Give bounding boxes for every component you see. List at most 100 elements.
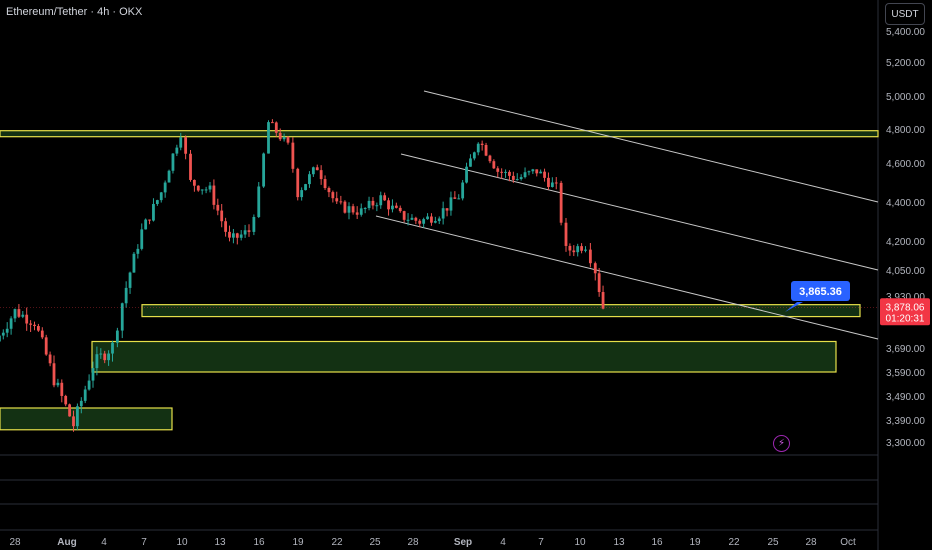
candle-body [519,177,523,180]
x-tick-label: 16 [651,537,663,548]
annotation-pointer [785,302,803,312]
zone-rect [141,304,861,318]
currency-button[interactable]: USDT [885,3,925,25]
x-tick-label: 10 [176,537,188,548]
y-tick-label: 5,200.00 [886,58,925,69]
candle-body [136,248,140,254]
candle-body [492,161,496,169]
candle-body [476,143,480,153]
lightning-bolt-icon[interactable]: ⚡ [773,435,790,452]
candle-body [351,206,355,213]
candle-body [247,230,251,232]
candle-body [414,217,418,221]
candle-body [1,332,5,336]
candle-body [216,204,220,211]
x-tick-label: Aug [57,537,76,548]
candle-body [572,250,576,253]
candle-body [531,169,535,172]
x-tick-label: 25 [767,537,779,548]
y-tick-label: 4,050.00 [886,266,925,277]
x-tick-label: 19 [292,537,304,548]
candle-body [9,318,13,329]
candle-body [179,137,183,148]
candle-body [449,197,453,211]
candle-body [228,231,231,238]
candle-body [580,246,583,251]
candle-body [453,197,457,199]
candle-body [40,330,44,338]
candle-body [155,200,159,204]
candle-body [152,203,155,221]
candle-body [418,220,422,224]
candle-body [128,272,132,288]
candle-body [257,186,261,217]
candle-body [550,182,554,187]
candle-body [163,182,167,193]
candle-body [383,195,387,201]
candle-body [437,218,441,222]
x-tick-label: 4 [101,537,107,548]
candle-body [308,174,311,185]
x-tick-label: 28 [407,537,419,548]
x-tick-label: 28 [805,537,817,548]
candle-body [597,273,601,293]
candle-body [327,188,331,193]
candle-body [212,185,216,205]
candle-body [111,342,114,354]
candle-body [87,380,91,390]
candle-body [371,200,375,206]
y-tick-label: 3,690.00 [886,344,925,355]
candle-body [331,192,335,199]
candle-body [535,169,539,174]
candle-body [564,222,568,246]
y-tick-label: 4,400.00 [886,198,925,209]
x-tick-label: 22 [728,537,740,548]
candle-body [367,200,371,209]
candle-body [300,190,304,198]
candle-body [124,287,128,304]
y-tick-label: 5,400.00 [886,27,925,38]
x-tick-label: Oct [840,537,856,548]
candle-body [232,233,235,238]
candle-body [402,211,406,220]
x-tick-label: 22 [331,537,343,548]
candle-body [120,303,124,331]
candle-body [68,404,71,417]
candle-body [319,170,323,180]
current-price-value: 3,878.06 [886,302,925,313]
candle-body [132,253,136,273]
x-tick-label: 7 [538,537,544,548]
annotation-label: 3,865.36 [799,286,842,298]
candle-body [171,153,175,171]
candle-body [523,172,527,178]
candle-body [359,208,363,215]
candle-body [159,192,163,201]
candle-body [235,233,239,238]
candle-body [480,143,484,145]
candle-body [196,185,200,191]
candle-body [252,216,256,232]
candle-body [262,153,266,187]
zone-rect [0,407,173,431]
candle-body [29,323,32,325]
candle-body [484,144,488,156]
candle-body [72,416,75,427]
candle-body [445,208,449,211]
candle-body [379,195,383,206]
candle-body [539,171,543,174]
candle-body [95,354,99,369]
candle-body [144,219,148,230]
candle-body [99,353,103,355]
candle-body [13,309,17,319]
x-tick-label: 4 [500,537,506,548]
candle-body [208,185,212,190]
candle-body [559,182,563,223]
candle-body [243,230,247,235]
candle-body [588,249,592,264]
candle-body [593,263,597,274]
candle-body [200,189,204,191]
x-tick-label: 10 [574,537,586,548]
candle-body [406,219,410,221]
candle-body [576,246,580,253]
